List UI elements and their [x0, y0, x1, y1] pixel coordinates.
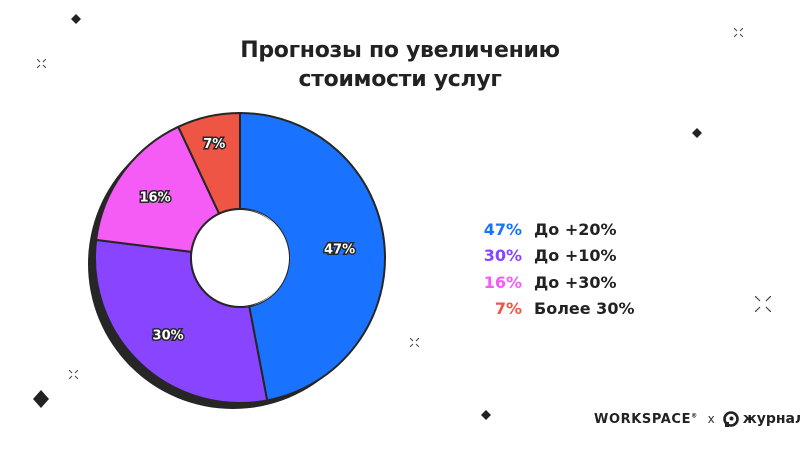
legend-item: 30% До +10% — [470, 243, 634, 270]
journal-logo-text: журнал — [742, 411, 800, 427]
chart-title-line-1: Прогнозы по увеличению — [240, 38, 560, 63]
brand-separator: x — [707, 412, 715, 426]
sparkle-icon — [37, 59, 46, 68]
legend-item: 16% До +30% — [470, 269, 634, 296]
workspace-logo: WORKSPACE® — [594, 411, 698, 427]
legend-item: 47% До +20% — [470, 216, 634, 243]
legend-percent: 7% — [494, 299, 522, 319]
legend-percent: 30% — [483, 246, 522, 266]
slice-label: 7% — [203, 137, 225, 152]
legend-label: До +20% — [534, 219, 617, 239]
donut-slices — [94, 112, 386, 404]
diamond-icon — [481, 410, 491, 420]
chart-title: Прогнозы по увеличению стоимости услуг — [0, 36, 800, 94]
sparkle-icon — [69, 370, 78, 379]
donut-slice-labels: 47% 30% 16% 7% — [138, 135, 357, 345]
legend-label: Более 30% — [534, 299, 635, 319]
legend-percent: 47% — [483, 219, 522, 239]
diamond-icon — [692, 128, 702, 138]
chart-title-line-2: стоимости услуг — [298, 67, 502, 92]
legend-item: 7% Более 30% — [470, 296, 635, 323]
legend-label: До +30% — [534, 272, 617, 292]
diamond-icon — [71, 14, 81, 24]
slice-label: 30% — [153, 329, 184, 344]
legend-percent: 16% — [483, 272, 522, 292]
sparkle-icon — [410, 338, 419, 347]
legend-label: До +10% — [534, 246, 617, 266]
slice-label: 16% — [139, 190, 170, 205]
sparkle-icon — [734, 28, 743, 37]
journal-logo-icon — [722, 411, 739, 427]
slice-label: 47% — [324, 243, 355, 258]
diamond-icon — [33, 390, 49, 408]
footer-branding: WORKSPACE® x журнал — [594, 411, 800, 427]
sparkle-icon — [755, 296, 771, 312]
chart-legend: 47% До +20% 30% До +10% 16% До +30% 7% Б… — [470, 216, 635, 323]
